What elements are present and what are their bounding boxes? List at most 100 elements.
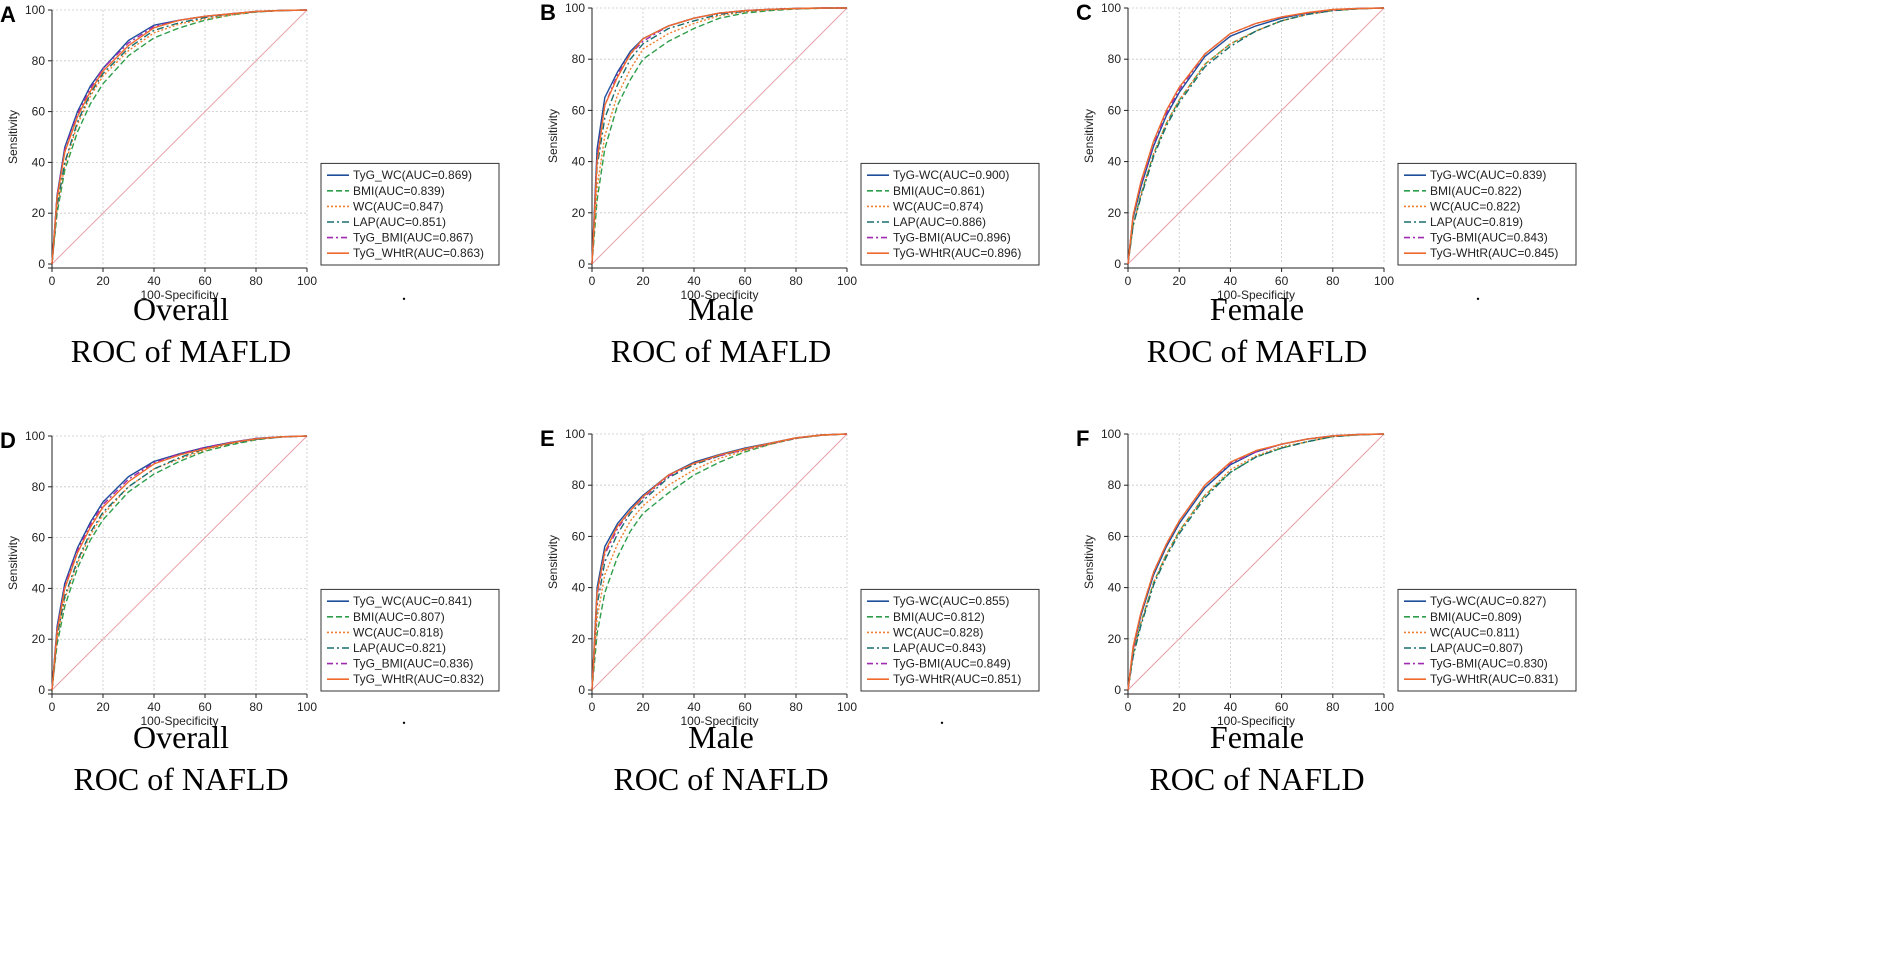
y-tick-label: 80 (32, 54, 46, 68)
x-tick-label: 80 (1326, 274, 1340, 288)
y-tick-label: 40 (1108, 155, 1122, 169)
y-axis-label: Sensitivity (6, 110, 20, 164)
legend-entry: TyG-WHtR(AUC=0.851) (893, 672, 1021, 686)
panel-subtitle: ROC of MAFLD (71, 333, 291, 369)
y-tick-label: 60 (32, 105, 46, 119)
panel-E: 0 20 40 60 80 100 0 20 40 60 80 100 100-Specificity S… (540, 426, 1040, 797)
y-tick-label: 60 (572, 103, 586, 117)
x-axis-label: 100-Specificity (140, 714, 218, 728)
panel-label: D (0, 428, 16, 453)
x-tick-label: 60 (1275, 274, 1289, 288)
panel-A: 0 20 40 60 80 100 0 20 40 60 80 100 100-Specificity S… (0, 2, 500, 369)
roc-curve-tyg-whtr (591, 7, 847, 265)
roc-curve-tyg-bmi (51, 9, 308, 265)
roc-curve-lap (1127, 433, 1385, 691)
x-tick-label: 40 (147, 274, 161, 288)
y-tick-label: 20 (32, 632, 46, 646)
x-tick-label: 40 (147, 700, 161, 714)
y-tick-label: 80 (572, 52, 586, 66)
separator-dot: . (1476, 283, 1481, 305)
y-tick-label: 20 (572, 632, 586, 646)
x-tick-label: 20 (1173, 274, 1187, 288)
x-tick-label: 0 (1125, 700, 1132, 714)
y-tick-label: 100 (1101, 1, 1121, 15)
legend-box (860, 162, 1040, 266)
legend-entry: TyG-WC(AUC=0.900) (893, 168, 1009, 182)
x-tick-label: 20 (636, 700, 650, 714)
y-tick-label: 80 (572, 478, 586, 492)
y-tick-label: 40 (1108, 581, 1122, 595)
y-tick-label: 60 (1108, 103, 1122, 117)
legend-entry: WC(AUC=0.828) (893, 625, 983, 639)
panel-label: E (540, 426, 555, 451)
x-axis-label: 100-Specificity (1217, 288, 1295, 302)
x-tick-label: 80 (1326, 700, 1340, 714)
panel-title: Male (688, 291, 754, 327)
separator-dot: . (402, 707, 407, 729)
x-tick-label: 0 (49, 274, 56, 288)
x-axis-label: 100-Specificity (140, 288, 218, 302)
y-axis-label: Sensitivity (1082, 535, 1096, 589)
x-tick-label: 100 (297, 700, 317, 714)
x-tick-label: 40 (1224, 700, 1238, 714)
panel-title: Overall (133, 719, 229, 755)
panel-label: A (0, 2, 16, 27)
x-tick-label: 80 (789, 700, 803, 714)
x-tick-label: 100 (297, 274, 317, 288)
legend-entry: LAP(AUC=0.807) (1430, 641, 1523, 655)
x-axis-label: 100-Specificity (1217, 714, 1295, 728)
y-tick-label: 100 (1101, 427, 1121, 441)
legend-entry: TyG-BMI(AUC=0.849) (893, 657, 1011, 671)
y-tick-label: 100 (565, 1, 585, 15)
x-tick-label: 60 (1275, 700, 1289, 714)
x-tick-label: 0 (589, 700, 596, 714)
legend-entry: TyG_BMI(AUC=0.836) (353, 657, 473, 671)
panel-title: Male (688, 719, 754, 755)
x-tick-label: 40 (687, 274, 701, 288)
y-tick-label: 100 (565, 427, 585, 441)
legend-entry: TyG-WC(AUC=0.839) (1430, 168, 1546, 182)
panel-label: F (1076, 426, 1089, 451)
y-tick-label: 20 (1108, 632, 1122, 646)
panel-label: B (540, 0, 556, 25)
x-tick-label: 100 (1374, 700, 1394, 714)
legend-entry: TyG-WC(AUC=0.855) (893, 594, 1009, 608)
panel-C: 0 20 40 60 80 100 0 20 40 60 80 100 100-Specificity S… (1076, 0, 1577, 369)
y-tick-label: 60 (32, 531, 46, 545)
legend-entry: LAP(AUC=0.851) (353, 215, 446, 229)
y-tick-label: 0 (38, 257, 45, 271)
legend-entry: TyG-BMI(AUC=0.896) (893, 231, 1011, 245)
x-tick-label: 20 (1173, 700, 1187, 714)
y-tick-label: 80 (32, 480, 46, 494)
x-tick-label: 20 (96, 274, 110, 288)
panel-title: Female (1210, 291, 1304, 327)
x-tick-label: 40 (1224, 274, 1238, 288)
y-axis-label: Sensitivity (546, 109, 560, 163)
legend-entry: TyG_WHtR(AUC=0.832) (353, 672, 484, 686)
x-tick-label: 80 (249, 700, 263, 714)
legend-entry: LAP(AUC=0.843) (893, 641, 986, 655)
panel-title: Female (1210, 719, 1304, 755)
x-axis-label: 100-Specificity (680, 288, 758, 302)
separator-dot: . (402, 283, 407, 305)
legend-entry: WC(AUC=0.847) (353, 199, 443, 213)
panel-subtitle: ROC of MAFLD (1147, 333, 1367, 369)
panel-subtitle: ROC of NAFLD (73, 761, 288, 797)
y-tick-label: 0 (1114, 683, 1121, 697)
panel-label: C (1076, 0, 1092, 25)
legend-entry: BMI(AUC=0.822) (1430, 184, 1522, 198)
legend-entry: LAP(AUC=0.821) (353, 641, 446, 655)
legend-entry: BMI(AUC=0.809) (1430, 610, 1522, 624)
roc-curve-tyg-whtr (1127, 7, 1385, 265)
legend-entry: WC(AUC=0.874) (893, 199, 983, 213)
legend-entry: TyG_BMI(AUC=0.867) (353, 231, 473, 245)
legend-entry: BMI(AUC=0.839) (353, 184, 445, 198)
panel-subtitle: ROC of NAFLD (613, 761, 828, 797)
x-tick-label: 0 (1125, 274, 1132, 288)
y-tick-label: 40 (572, 581, 586, 595)
y-tick-label: 0 (578, 257, 585, 271)
y-axis-label: Sensitivity (1082, 109, 1096, 163)
y-tick-label: 60 (1108, 529, 1122, 543)
legend-entry: TyG_WC(AUC=0.841) (353, 594, 472, 608)
legend-entry: WC(AUC=0.818) (353, 625, 443, 639)
